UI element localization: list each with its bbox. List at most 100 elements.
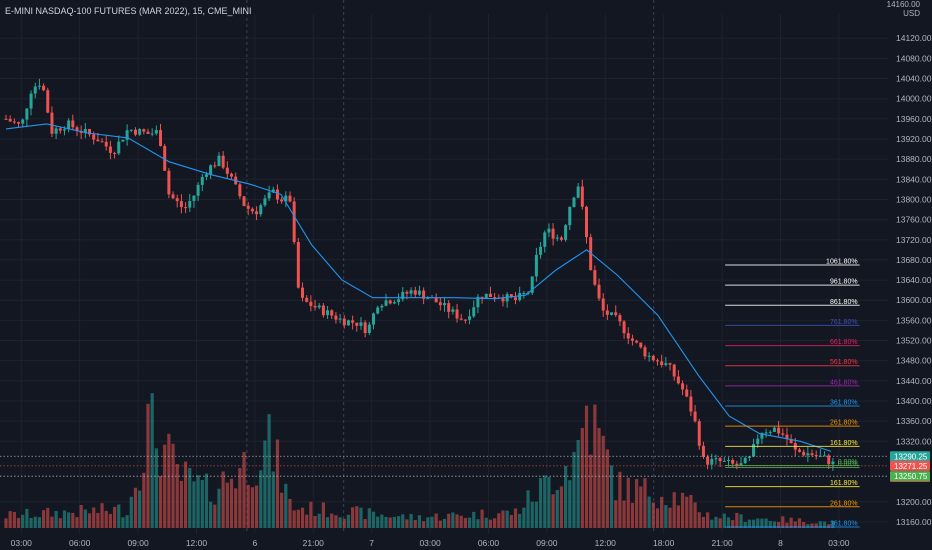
candle-body[interactable]	[426, 298, 430, 300]
candle-body[interactable]	[75, 127, 79, 131]
candle-body[interactable]	[263, 198, 267, 206]
candle-body[interactable]	[593, 270, 597, 285]
candle-body[interactable]	[142, 129, 146, 132]
candle-body[interactable]	[681, 383, 685, 390]
candle-body[interactable]	[100, 141, 104, 143]
candle-body[interactable]	[622, 321, 626, 334]
candle-body[interactable]	[12, 121, 16, 123]
candle-body[interactable]	[62, 129, 66, 131]
candle-body[interactable]	[605, 310, 609, 315]
candle-body[interactable]	[83, 129, 87, 133]
candle-body[interactable]	[568, 206, 572, 226]
candle-body[interactable]	[685, 389, 689, 397]
candle-body[interactable]	[179, 201, 183, 208]
candle-body[interactable]	[167, 170, 171, 195]
candle-body[interactable]	[67, 120, 71, 130]
candle-body[interactable]	[472, 307, 476, 317]
candle-body[interactable]	[409, 290, 413, 294]
candle-body[interactable]	[643, 347, 647, 357]
candle-body[interactable]	[451, 309, 455, 312]
candle-body[interactable]	[823, 455, 827, 457]
candle-body[interactable]	[334, 315, 338, 320]
candle-body[interactable]	[614, 312, 618, 316]
candle-body[interactable]	[660, 361, 664, 366]
candle-body[interactable]	[71, 120, 75, 128]
candle-body[interactable]	[296, 242, 300, 288]
candle-body[interactable]	[689, 396, 693, 412]
candle-body[interactable]	[610, 312, 614, 315]
candle-body[interactable]	[150, 133, 154, 135]
candle-body[interactable]	[326, 310, 330, 316]
candle-body[interactable]	[363, 322, 367, 333]
candle-body[interactable]	[543, 232, 547, 247]
candle-body[interactable]	[401, 291, 405, 300]
candle-body[interactable]	[163, 145, 167, 171]
candle-body[interactable]	[564, 225, 568, 240]
candle-body[interactable]	[217, 155, 221, 167]
candle-body[interactable]	[701, 445, 705, 457]
candle-body[interactable]	[209, 165, 213, 175]
candle-body[interactable]	[301, 287, 305, 298]
candle-body[interactable]	[743, 457, 747, 464]
candle-body[interactable]	[213, 165, 217, 167]
candle-body[interactable]	[551, 228, 555, 239]
candle-body[interactable]	[317, 305, 321, 308]
candle-body[interactable]	[271, 189, 275, 193]
candle-body[interactable]	[259, 205, 263, 215]
candle-body[interactable]	[664, 363, 668, 366]
candle-body[interactable]	[802, 451, 806, 456]
candle-body[interactable]	[468, 316, 472, 320]
candle-body[interactable]	[626, 333, 630, 339]
candle-body[interactable]	[88, 129, 92, 135]
candle-body[interactable]	[196, 184, 200, 196]
candle-body[interactable]	[138, 129, 142, 135]
candle-body[interactable]	[4, 118, 8, 120]
candle-body[interactable]	[810, 453, 814, 456]
candle-body[interactable]	[714, 458, 718, 460]
candle-body[interactable]	[238, 184, 242, 197]
candle-body[interactable]	[438, 302, 442, 306]
candle-body[interactable]	[555, 237, 559, 239]
candle-body[interactable]	[781, 433, 785, 435]
candle-body[interactable]	[342, 318, 346, 326]
candle-body[interactable]	[255, 211, 259, 215]
candle-body[interactable]	[676, 376, 680, 384]
candle-body[interactable]	[246, 205, 250, 209]
candle-body[interactable]	[397, 299, 401, 303]
candle-body[interactable]	[159, 130, 163, 146]
candle-body[interactable]	[125, 130, 129, 140]
candle-body[interactable]	[422, 290, 426, 299]
candle-body[interactable]	[447, 303, 451, 312]
candle-body[interactable]	[514, 297, 518, 301]
candle-body[interactable]	[250, 208, 254, 212]
candle-body[interactable]	[338, 318, 342, 320]
candle-body[interactable]	[697, 421, 701, 446]
candle-body[interactable]	[580, 186, 584, 207]
candle-body[interactable]	[827, 455, 831, 465]
candle-body[interactable]	[522, 293, 526, 295]
candle-body[interactable]	[321, 305, 325, 316]
candle-body[interactable]	[309, 301, 313, 307]
candle-body[interactable]	[267, 192, 271, 199]
candle-body[interactable]	[789, 439, 793, 444]
candle-body[interactable]	[530, 276, 534, 293]
candle-body[interactable]	[284, 195, 288, 202]
candle-body[interactable]	[192, 195, 196, 201]
candle-body[interactable]	[726, 459, 730, 461]
candle-body[interactable]	[559, 237, 563, 240]
candle-body[interactable]	[275, 189, 279, 200]
candle-body[interactable]	[572, 197, 576, 207]
candle-body[interactable]	[146, 131, 150, 135]
candle-body[interactable]	[280, 199, 284, 202]
candle-body[interactable]	[417, 290, 421, 295]
candle-body[interactable]	[29, 93, 33, 109]
candle-body[interactable]	[129, 129, 133, 131]
candle-body[interactable]	[330, 310, 334, 316]
candle-body[interactable]	[484, 293, 488, 299]
candle-body[interactable]	[33, 86, 37, 94]
candle-body[interactable]	[710, 458, 714, 465]
candle-body[interactable]	[735, 463, 739, 466]
candle-body[interactable]	[635, 340, 639, 343]
candle-body[interactable]	[230, 173, 234, 177]
candle-body[interactable]	[785, 434, 789, 440]
